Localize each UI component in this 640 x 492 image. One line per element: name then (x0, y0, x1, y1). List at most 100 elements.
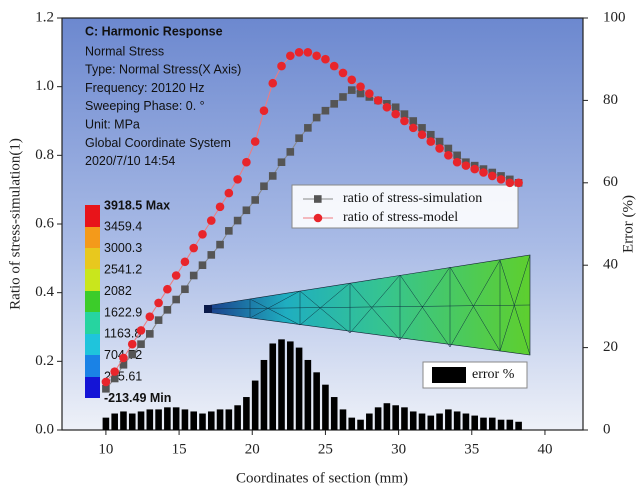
marker (348, 86, 356, 94)
marker (251, 196, 259, 204)
colorbar-label: 1622.9 (104, 305, 142, 319)
error-bar (507, 420, 514, 430)
marker (295, 48, 304, 57)
marker (470, 165, 479, 174)
error-bar (436, 414, 443, 430)
marker (155, 316, 163, 324)
y-tick-label: 0.6 (35, 215, 54, 231)
marker (268, 79, 277, 88)
y-tick-label: 1.0 (35, 78, 54, 94)
marker (128, 340, 137, 349)
x-axis-label: Coordinates of section (mm) (236, 470, 408, 486)
marker (110, 367, 119, 376)
marker (426, 137, 435, 146)
error-bar (498, 420, 505, 430)
error-bar (445, 409, 452, 430)
x-tick-label: 40 (537, 441, 552, 457)
error-bar (392, 405, 399, 430)
error-bar (419, 414, 426, 430)
error-bar (454, 411, 461, 430)
marker (435, 144, 444, 153)
marker (102, 378, 111, 387)
marker (199, 261, 207, 269)
marker (330, 62, 339, 71)
marker (462, 161, 471, 170)
error-bar (331, 397, 338, 430)
marker (286, 51, 295, 60)
error-bar (366, 414, 373, 430)
marker (128, 351, 136, 359)
error-bar (226, 409, 233, 430)
marker (225, 189, 234, 198)
marker (322, 107, 330, 115)
error-bar (322, 385, 329, 430)
marker (146, 330, 154, 338)
marker (251, 137, 260, 146)
y-tick-label: 0.8 (35, 147, 54, 163)
marker (243, 206, 251, 214)
marker (400, 117, 409, 126)
marker (137, 326, 146, 335)
embedded-text: 2020/7/10 14:54 (85, 154, 175, 168)
legend-label: ratio of stress-simulation (343, 191, 482, 206)
error-bar (147, 409, 154, 430)
x-tick-label: 30 (391, 441, 406, 457)
marker (374, 96, 383, 105)
marker (313, 114, 321, 122)
y-tick-label: 0.2 (35, 353, 54, 369)
marker (287, 148, 295, 156)
y2-tick-label: 100 (603, 9, 626, 25)
legend-label: ratio of stress-model (343, 210, 458, 225)
y2-tick-label: 60 (603, 174, 618, 190)
marker (225, 227, 233, 235)
marker (154, 299, 163, 308)
colorbar-label: 2082 (104, 284, 132, 298)
marker (479, 168, 488, 177)
marker (163, 285, 172, 294)
error-bar (111, 414, 118, 430)
marker (330, 100, 338, 108)
error-bar (234, 405, 241, 430)
error-bar (208, 411, 215, 430)
error-bar (217, 409, 224, 430)
embedded-text: Unit: MPa (85, 117, 140, 131)
marker (207, 216, 216, 225)
error-bar (357, 420, 364, 430)
error-bar (515, 422, 522, 430)
marker (339, 93, 347, 101)
marker (488, 172, 497, 181)
marker (216, 203, 225, 212)
error-bar (269, 343, 276, 430)
x-tick-label: 20 (245, 441, 260, 457)
y-tick-label: 0.4 (35, 284, 54, 300)
marker (189, 244, 198, 253)
marker (119, 354, 128, 363)
error-bar (463, 414, 470, 430)
x-tick-label: 15 (172, 441, 187, 457)
error-bar (410, 411, 417, 430)
y-tick-label: 1.2 (35, 9, 54, 25)
marker (418, 130, 427, 139)
marker (277, 62, 286, 71)
x-tick-label: 10 (98, 441, 113, 457)
error-bar (287, 341, 294, 430)
marker (260, 106, 269, 115)
embedded-text: Sweeping Phase: 0. ° (85, 99, 205, 113)
marker (514, 179, 523, 188)
marker (234, 217, 242, 225)
marker (365, 89, 374, 98)
marker (356, 82, 365, 91)
error-bar (252, 381, 259, 430)
error-bar (261, 360, 268, 430)
error-bar (489, 418, 496, 430)
error-bar (138, 411, 145, 430)
error-bar (278, 339, 285, 430)
y2-axis-label: Error (%) (620, 195, 636, 253)
legend-marker (314, 195, 322, 203)
marker (242, 158, 251, 167)
y2-tick-label: 0 (603, 421, 611, 437)
marker (269, 172, 277, 180)
error-bar (155, 409, 162, 430)
error-bar (480, 418, 487, 430)
marker (190, 272, 198, 280)
